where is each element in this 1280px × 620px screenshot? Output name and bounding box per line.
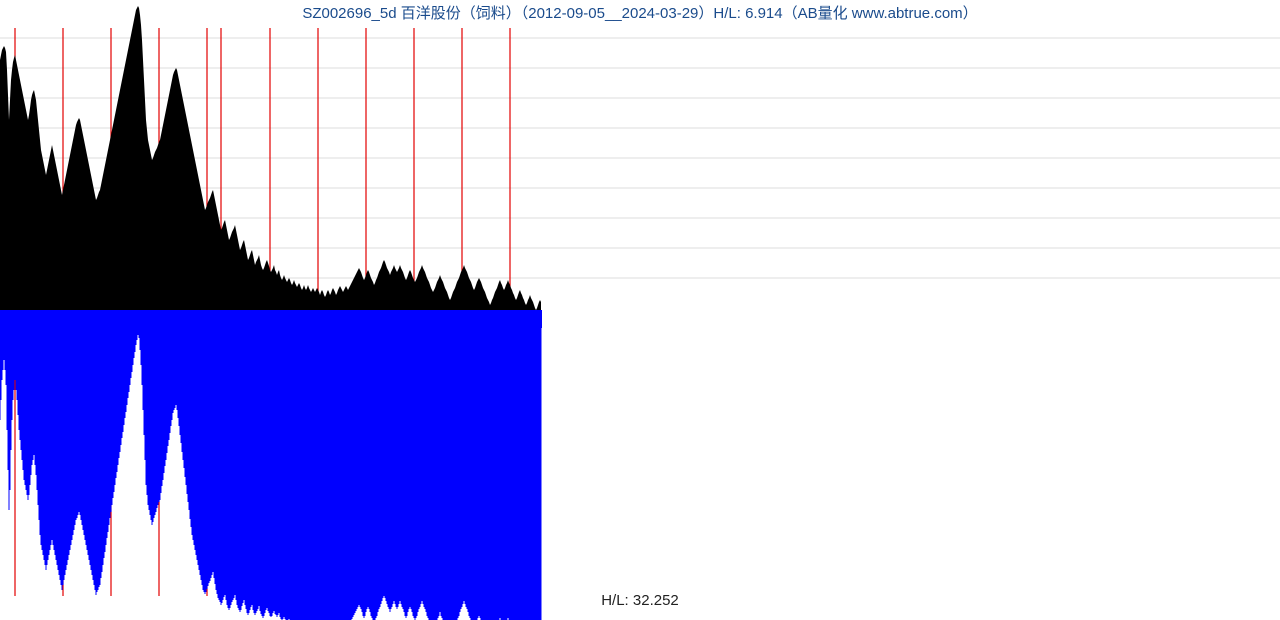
- stock-chart: SZ002696_5d 百洋股份（饲料）（2012-09-05__2024-03…: [0, 0, 1280, 620]
- chart-title: SZ002696_5d 百洋股份（饲料）（2012-09-05__2024-03…: [0, 2, 1280, 23]
- bottom-hl-label: H/L: 32.252: [0, 592, 1280, 609]
- chart-canvas: [0, 0, 1280, 620]
